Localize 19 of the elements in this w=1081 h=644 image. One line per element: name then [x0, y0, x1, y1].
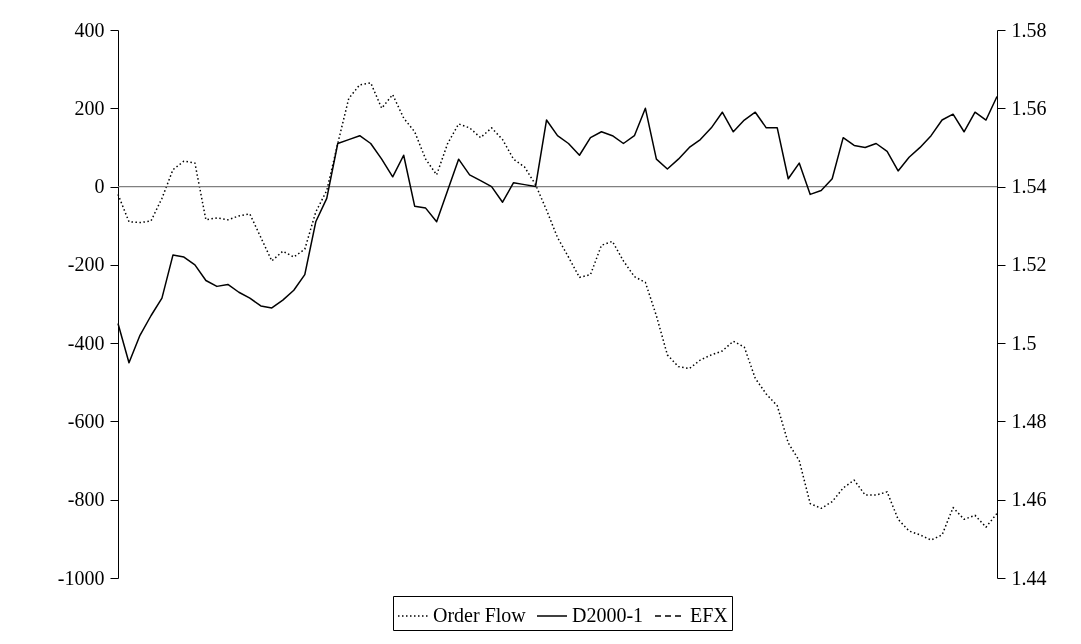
y-tick-label: -400 — [67, 331, 105, 354]
y2-tick-label: 1.5 — [1011, 331, 1037, 354]
y2-tick-label: 1.46 — [1011, 488, 1047, 511]
y-tick-label: 400 — [74, 18, 105, 41]
y-tick-label: -1000 — [57, 566, 105, 589]
y2-tick-label: 1.48 — [1011, 409, 1047, 432]
legend-label: EFX — [690, 604, 729, 626]
y-tick-label: 200 — [74, 96, 105, 119]
y-tick-label: -200 — [67, 253, 105, 276]
y-tick-label: 0 — [94, 175, 105, 198]
y-tick-label: -600 — [67, 409, 105, 432]
y2-tick-label: 1.54 — [1011, 175, 1047, 198]
y2-tick-label: 1.52 — [1011, 253, 1047, 276]
legend-label: D2000-1 — [572, 604, 644, 626]
y2-tick-label: 1.44 — [1011, 566, 1047, 589]
legend-label: Order Flow — [433, 604, 527, 626]
y-tick-label: -800 — [67, 488, 105, 511]
y2-tick-label: 1.58 — [1011, 18, 1047, 41]
y2-tick-label: 1.56 — [1011, 96, 1047, 119]
